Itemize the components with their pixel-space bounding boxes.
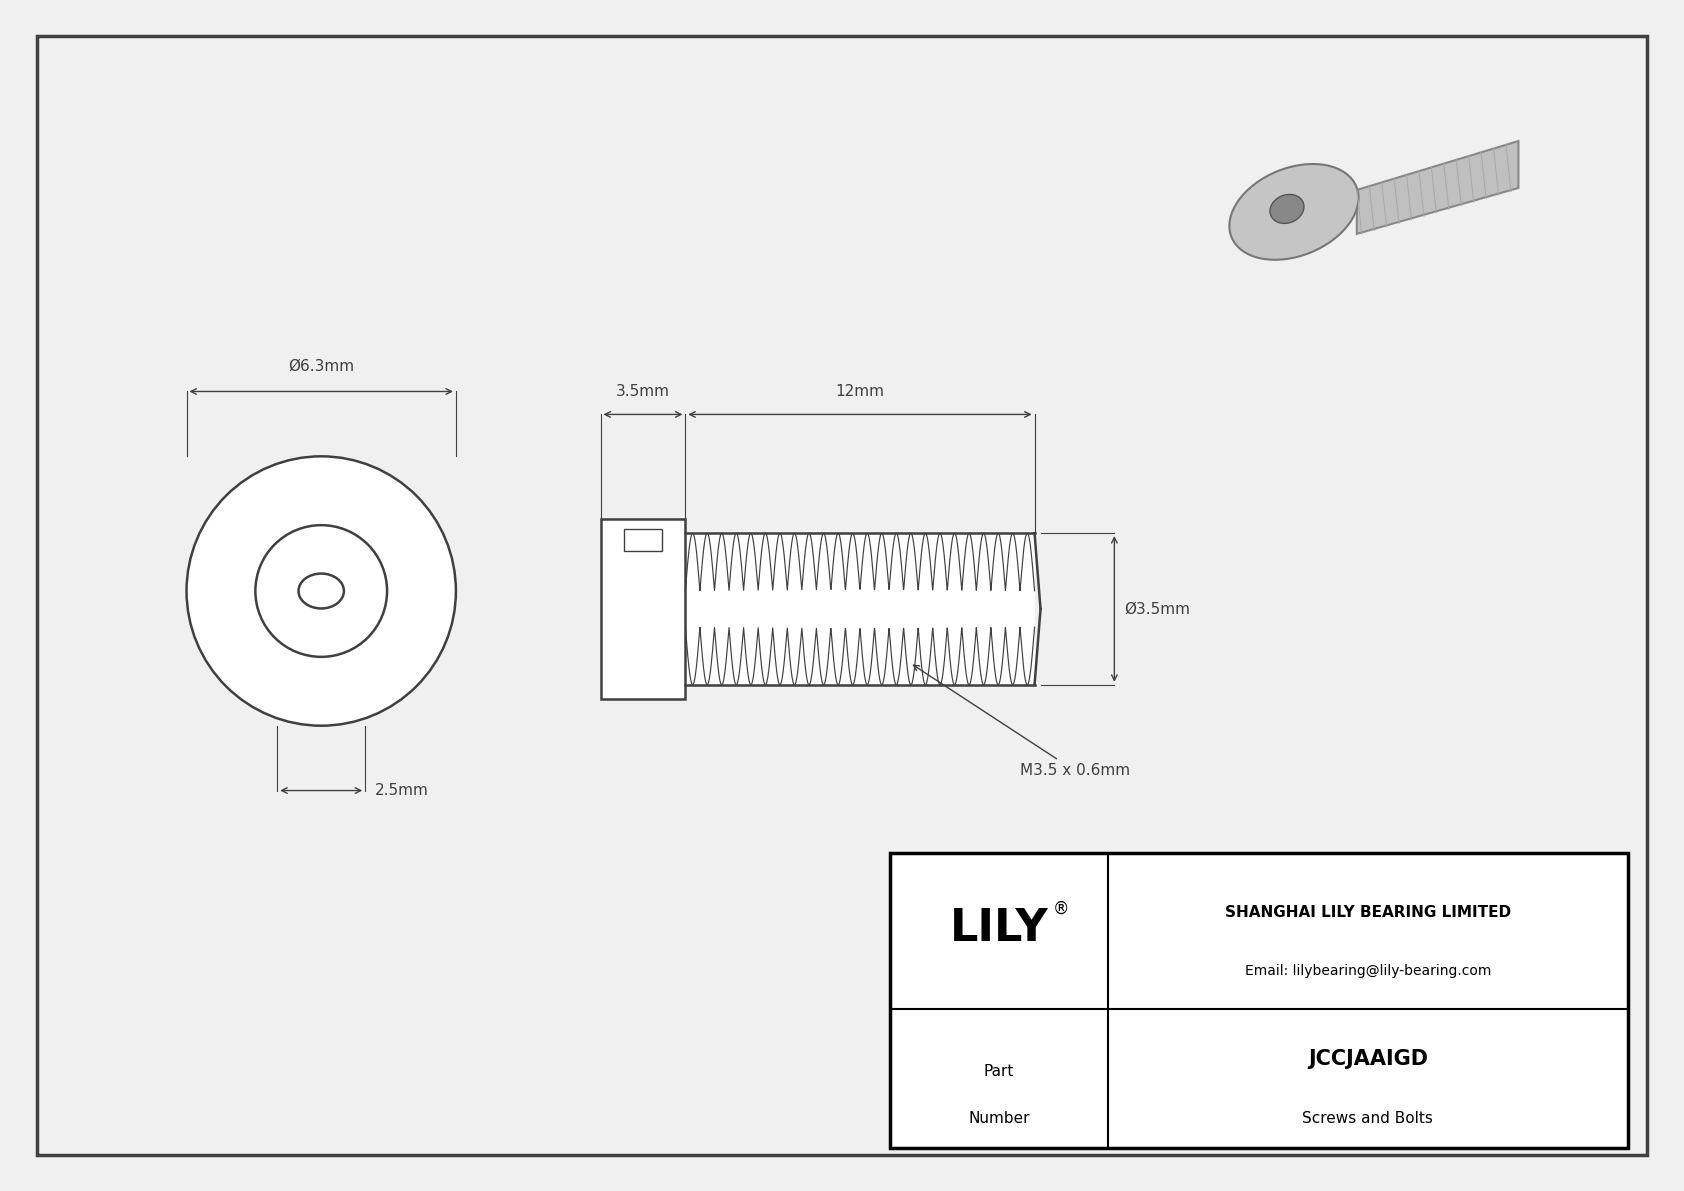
Text: Ø3.5mm: Ø3.5mm: [1125, 601, 1191, 617]
Text: JCCJAAIGD: JCCJAAIGD: [1308, 1049, 1428, 1070]
Circle shape: [187, 456, 456, 725]
Text: Part: Part: [983, 1064, 1014, 1079]
Text: ®: ®: [1052, 899, 1069, 917]
Bar: [685, 534, 1034, 685]
Circle shape: [256, 525, 387, 657]
Text: 2.5mm: 2.5mm: [376, 782, 429, 798]
Polygon shape: [1357, 141, 1519, 233]
Bar: [889, 854, 1628, 1148]
Text: 3.5mm: 3.5mm: [616, 385, 670, 399]
Ellipse shape: [1270, 194, 1303, 224]
Text: SHANGHAI LILY BEARING LIMITED: SHANGHAI LILY BEARING LIMITED: [1224, 905, 1511, 919]
Bar: [625, 529, 662, 551]
Text: Number: Number: [968, 1111, 1029, 1125]
Text: LILY: LILY: [950, 908, 1047, 950]
Text: M3.5 x 0.6mm: M3.5 x 0.6mm: [913, 666, 1130, 778]
Ellipse shape: [298, 574, 344, 609]
Text: Ø6.3mm: Ø6.3mm: [288, 358, 354, 374]
Bar: [601, 519, 685, 699]
Ellipse shape: [1229, 164, 1359, 260]
Text: 12mm: 12mm: [835, 385, 884, 399]
Text: Screws and Bolts: Screws and Bolts: [1302, 1111, 1433, 1125]
Text: Email: lilybearing@lily-bearing.com: Email: lilybearing@lily-bearing.com: [1244, 965, 1490, 978]
